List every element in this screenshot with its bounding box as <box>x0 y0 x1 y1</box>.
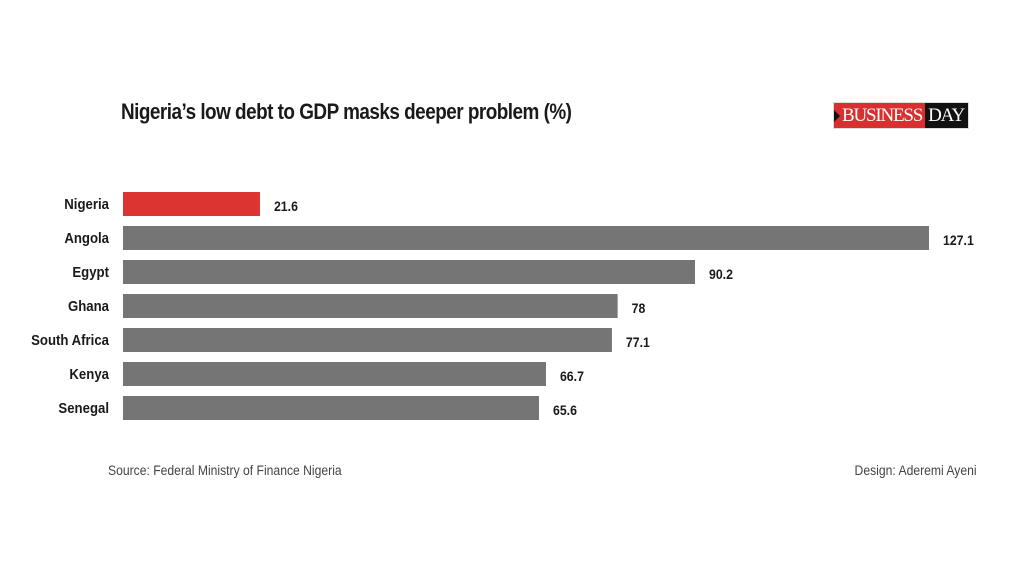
bar-angola <box>123 226 929 250</box>
value-label: 78 <box>632 300 646 316</box>
value-label: 90.2 <box>709 266 733 282</box>
value-label: 21.6 <box>274 198 298 214</box>
chart-title: Nigeria’s low debt to GDP masks deeper p… <box>121 99 572 124</box>
category-label: South Africa <box>31 331 109 348</box>
bar-south-africa <box>123 328 612 352</box>
bar-kenya <box>123 362 546 386</box>
design-credit: Design: Aderemi Ayeni <box>854 463 977 478</box>
value-label: 127.1 <box>943 232 974 248</box>
value-label: 77.1 <box>626 334 650 350</box>
value-label: 66.7 <box>560 368 584 384</box>
logo-arrow-icon <box>834 110 840 122</box>
bar-senegal <box>123 396 539 420</box>
bar-ghana <box>123 294 618 318</box>
category-label: Angola <box>64 229 109 246</box>
logo-business-text: BUSINESS <box>834 103 926 128</box>
category-label: Senegal <box>58 399 109 416</box>
bar-egypt <box>123 260 695 284</box>
value-label: 65.6 <box>553 402 577 418</box>
businessday-logo: BUSINESS DAY <box>833 102 969 129</box>
bar-nigeria <box>123 192 260 216</box>
category-label: Ghana <box>68 297 109 314</box>
category-label: Egypt <box>72 263 109 280</box>
category-label: Kenya <box>69 365 109 382</box>
category-label: Nigeria <box>64 195 109 212</box>
source-note: Source: Federal Ministry of Finance Nige… <box>108 463 342 478</box>
logo-day-text: DAY <box>925 103 968 128</box>
